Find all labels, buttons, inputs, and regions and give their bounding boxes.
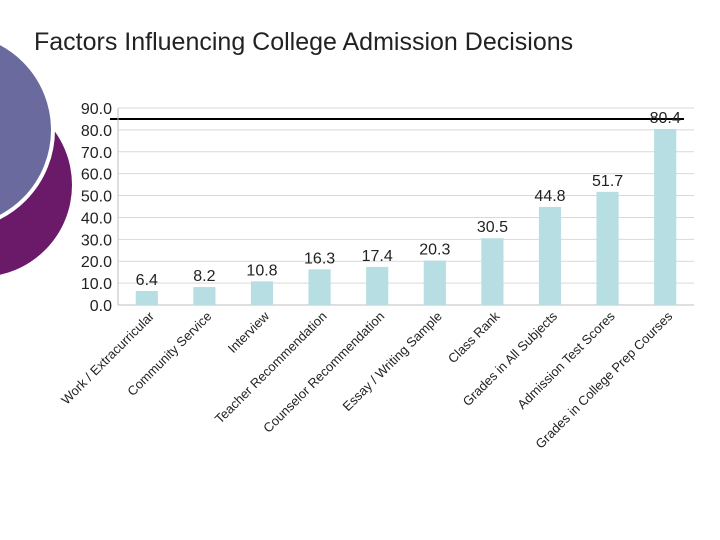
category-label: Admission Test Scores: [514, 308, 618, 412]
data-label: 20.3: [419, 242, 450, 259]
data-label: 30.5: [477, 219, 508, 236]
bar: [596, 191, 619, 305]
bar: [308, 269, 331, 305]
title-underline: [110, 118, 684, 120]
category-label: Teacher Recommendation: [212, 309, 330, 427]
y-tick-label: 30.0: [81, 232, 112, 249]
category-label: Grades in All Subjects: [460, 308, 561, 409]
data-label: 16.3: [304, 250, 335, 267]
page-title: Factors Influencing College Admission De…: [34, 28, 574, 56]
data-label: 80.4: [650, 110, 681, 127]
bar: [481, 238, 504, 305]
bar: [193, 287, 216, 305]
category-label: Work / Extracurricular: [58, 308, 157, 407]
data-label: 17.4: [362, 248, 393, 265]
data-label: 44.8: [534, 188, 565, 205]
bar: [366, 266, 389, 305]
category-label: Essay / Writing Sample: [339, 309, 444, 414]
category-label: Class Rank: [445, 308, 503, 366]
lavender-circle: [0, 40, 55, 220]
bar: [538, 206, 562, 305]
data-label: 10.8: [246, 262, 277, 279]
y-tick-label: 80.0: [81, 123, 112, 140]
data-label: 51.7: [592, 173, 623, 190]
y-tick-label: 60.0: [81, 167, 112, 184]
y-tick-label: 70.0: [81, 145, 112, 162]
category-label: Counselor Recommendation: [260, 309, 387, 436]
category-label: Interview: [225, 308, 273, 356]
y-tick-label: 50.0: [81, 189, 112, 206]
bar: [250, 281, 274, 305]
bar: [135, 290, 158, 305]
data-label: 6.4: [136, 272, 158, 289]
bar: [423, 260, 446, 305]
y-tick-label: 10.0: [81, 276, 112, 293]
y-tick-label: 40.0: [81, 210, 112, 227]
bar: [654, 129, 677, 305]
data-label: 8.2: [193, 268, 215, 285]
y-tick-label: 20.0: [81, 254, 112, 271]
y-tick-label: 90.0: [81, 101, 112, 118]
y-tick-label: 0.0: [90, 298, 112, 315]
